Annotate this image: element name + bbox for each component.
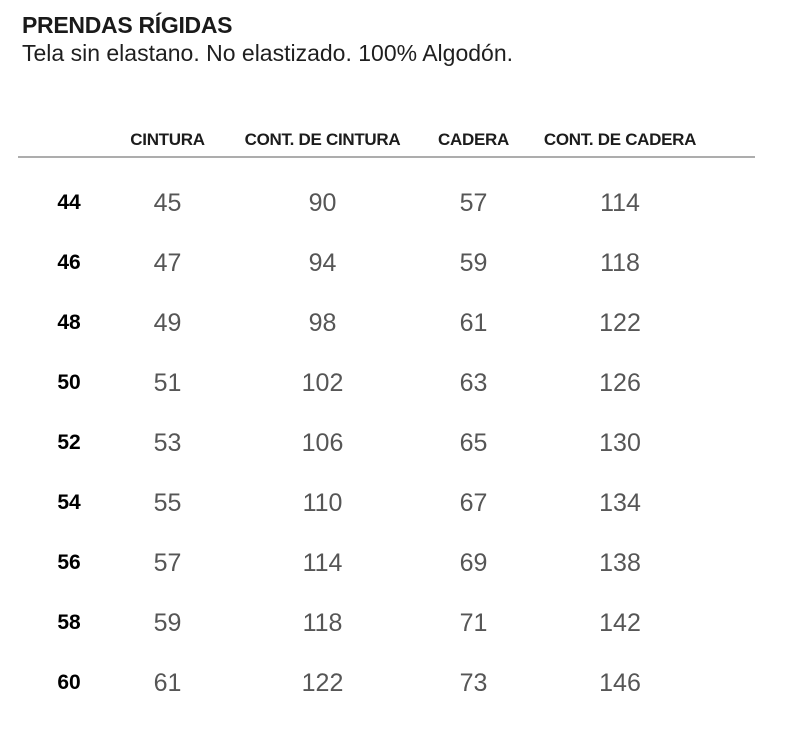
intro-block: PRENDAS RÍGIDAS Tela sin elastano. No el…	[0, 0, 800, 66]
cadera-value: 71	[459, 608, 488, 637]
spacer-cell	[723, 157, 755, 233]
size-chart-table: CINTURA CONT. DE CINTURA CADERA CONT. DE…	[18, 130, 755, 713]
page-title: PRENDAS RÍGIDAS	[22, 12, 233, 38]
cadera-value: 57	[459, 188, 488, 217]
header-row: CINTURA CONT. DE CINTURA CADERA CONT. DE…	[18, 130, 755, 159]
cintura-value: 51	[153, 368, 182, 397]
page-subtitle: Tela sin elastano. No elastizado. 100% A…	[22, 39, 513, 66]
cintura-value: 45	[153, 188, 182, 217]
cont-cadera-value: 146	[599, 668, 641, 697]
size-label: 56	[57, 551, 81, 575]
size-label: 46	[57, 251, 81, 275]
spacer-cell	[723, 413, 755, 473]
spacer-cell	[723, 233, 755, 293]
table-row: 58 59 118 71 142	[18, 593, 755, 653]
table-row: 48 49 98 61 122	[18, 293, 755, 353]
spacer-column-header	[723, 130, 755, 159]
size-label: 58	[57, 611, 81, 635]
cintura-value: 57	[153, 548, 182, 577]
cont-cadera-value: 122	[599, 308, 641, 337]
spacer-cell	[723, 353, 755, 413]
spacer-cell	[723, 593, 755, 653]
cont-cadera-value: 134	[599, 488, 641, 517]
cadera-value: 61	[459, 308, 488, 337]
column-header-cintura: CINTURA	[120, 130, 215, 159]
cont-cadera-value: 130	[599, 428, 641, 457]
cont-cadera-value: 138	[599, 548, 641, 577]
size-label: 48	[57, 311, 81, 335]
table-row: 50 51 102 63 126	[18, 353, 755, 413]
cont-cintura-value: 102	[301, 368, 344, 397]
cont-cintura-value: 94	[308, 248, 337, 277]
cont-cintura-value: 106	[301, 428, 344, 457]
size-label: 60	[57, 671, 81, 695]
size-label: 52	[57, 431, 81, 455]
table-row: 56 57 114 69 138	[18, 533, 755, 593]
size-chart-header: CINTURA CONT. DE CINTURA CADERA CONT. DE…	[18, 130, 755, 159]
cont-cadera-value: 126	[599, 368, 641, 397]
cadera-value: 73	[459, 668, 488, 697]
cintura-value: 59	[153, 608, 182, 637]
column-header-cont-de-cadera: CONT. DE CADERA	[517, 130, 723, 159]
cadera-value: 67	[459, 488, 488, 517]
spacer-cell	[723, 293, 755, 353]
cont-cintura-value: 98	[308, 308, 337, 337]
cintura-value: 55	[153, 488, 182, 517]
spacer-cell	[723, 653, 755, 713]
cadera-value: 69	[459, 548, 488, 577]
cont-cintura-value: 118	[302, 608, 343, 637]
cont-cadera-value: 114	[600, 188, 640, 217]
size-label: 44	[57, 191, 81, 215]
cintura-value: 53	[153, 428, 182, 457]
size-chart-body: 44 45 90 57 114 46 47 94 59 118 48 49 98…	[18, 157, 755, 713]
cintura-value: 61	[153, 668, 182, 697]
table-row: 44 45 90 57 114	[18, 157, 755, 233]
column-header-cadera: CADERA	[430, 130, 517, 159]
column-header-cont-de-cintura: CONT. DE CINTURA	[215, 130, 430, 159]
table-row: 60 61 122 73 146	[18, 653, 755, 713]
cadera-value: 63	[459, 368, 488, 397]
size-column-header	[18, 130, 120, 159]
cintura-value: 49	[153, 308, 182, 337]
cintura-value: 47	[153, 248, 182, 277]
spacer-cell	[723, 533, 755, 593]
cont-cintura-value: 114	[302, 548, 343, 577]
table-row: 52 53 106 65 130	[18, 413, 755, 473]
cadera-value: 65	[459, 428, 488, 457]
spacer-cell	[723, 473, 755, 533]
table-row: 54 55 110 67 134	[18, 473, 755, 533]
cadera-value: 59	[459, 248, 488, 277]
cont-cadera-value: 118	[600, 248, 640, 277]
size-label: 54	[57, 491, 81, 515]
cont-cintura-value: 110	[302, 488, 343, 517]
cont-cintura-value: 90	[308, 188, 337, 217]
table-row: 46 47 94 59 118	[18, 233, 755, 293]
cont-cadera-value: 142	[599, 608, 641, 637]
size-label: 50	[57, 371, 81, 395]
cont-cintura-value: 122	[301, 668, 344, 697]
